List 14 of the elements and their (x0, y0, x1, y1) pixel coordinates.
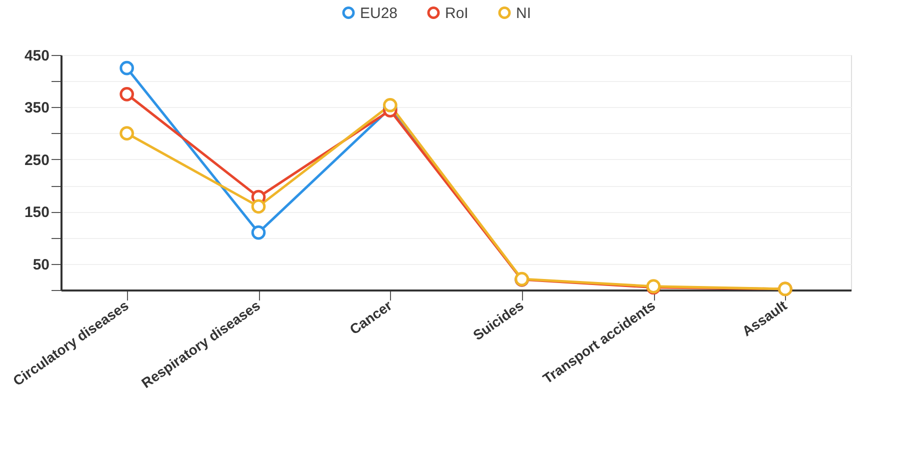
y-tick-label: 50 (32, 256, 50, 274)
legend-label: EU28 (360, 4, 398, 22)
point (251, 199, 266, 214)
legend-label: NI (516, 4, 531, 22)
y-tick-label: 250 (24, 152, 50, 169)
y-tick-label: 350 (24, 100, 50, 117)
point (120, 60, 134, 76)
point (383, 98, 398, 112)
point (120, 126, 134, 140)
y-tick-label: 450 (24, 48, 50, 64)
legend-label: RoI (445, 4, 468, 22)
point (251, 225, 266, 240)
point (120, 87, 134, 102)
y-tick-label: 150 (24, 204, 50, 222)
